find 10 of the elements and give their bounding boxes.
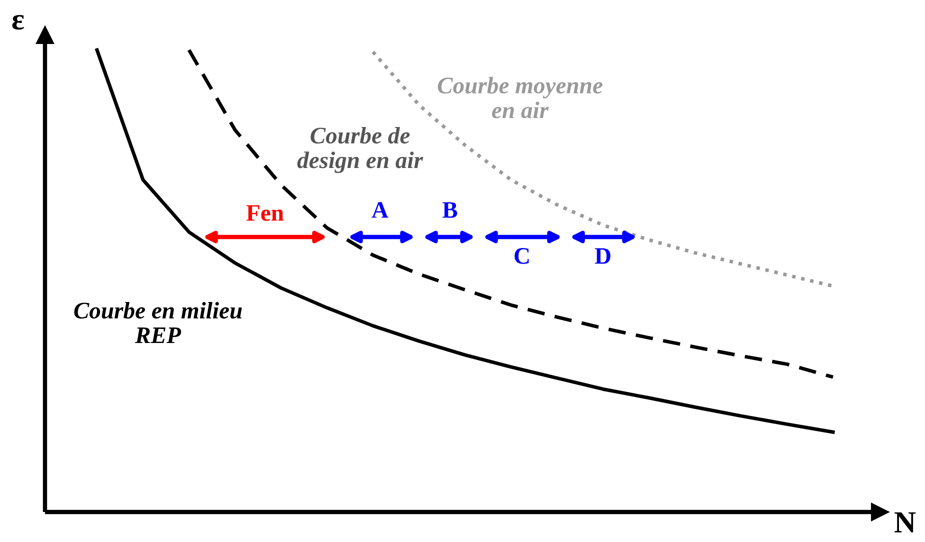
annotation: B <box>442 202 458 218</box>
x-axis-title: N <box>894 512 916 532</box>
annotation: A <box>372 202 388 218</box>
series-label: Courbe de design en air <box>297 126 424 174</box>
series-label: Courbe moyenne en air <box>438 76 602 118</box>
annotation: C <box>514 248 529 264</box>
annotation: D <box>594 248 610 264</box>
y-axis-title: ε <box>12 14 24 30</box>
series-label: Courbe en milieu REP <box>74 302 242 344</box>
annotation: Fen <box>246 205 284 221</box>
